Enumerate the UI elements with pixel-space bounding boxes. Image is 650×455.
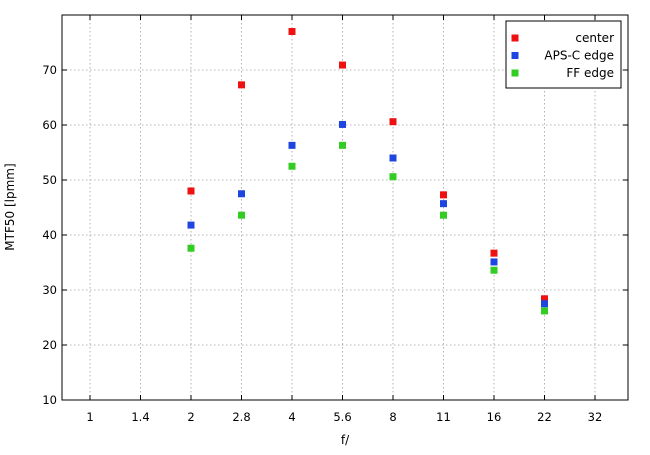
x-axis-title: f/ bbox=[341, 433, 350, 447]
x-tick-label: 5.6 bbox=[333, 410, 351, 424]
aps-c-edge-point bbox=[339, 120, 346, 128]
y-tick-label: 20 bbox=[42, 338, 57, 352]
x-tick-label: 4 bbox=[288, 410, 295, 424]
ff-edge-point bbox=[389, 173, 397, 181]
center-point bbox=[490, 249, 498, 257]
x-tick-label: 1.4 bbox=[131, 410, 149, 424]
legend-label-ff-edge: FF edge bbox=[566, 66, 614, 80]
center-point bbox=[339, 61, 346, 69]
aps-c-edge-point bbox=[541, 300, 548, 308]
y-tick-label: 10 bbox=[42, 393, 57, 407]
legend-swatch-ff-edge bbox=[511, 69, 519, 77]
aps-c-edge-point bbox=[238, 190, 245, 198]
ff-edge-point bbox=[440, 211, 447, 219]
ff-edge-point bbox=[187, 244, 195, 252]
x-tick-labels: 1 1.4 2 2.8 4 5.6 8 11 16 22 32 bbox=[86, 410, 602, 424]
center-point bbox=[187, 187, 195, 195]
x-tick-label: 8 bbox=[389, 410, 396, 424]
center-point bbox=[541, 295, 548, 303]
aps-c-edge-point bbox=[440, 200, 447, 208]
center-point bbox=[389, 118, 397, 126]
ff-edge-point bbox=[339, 141, 346, 149]
legend: center APS-C edge FF edge bbox=[505, 20, 622, 89]
x-tick-label: 16 bbox=[487, 410, 502, 424]
legend-box bbox=[505, 20, 622, 89]
ff-edge-point bbox=[288, 162, 296, 170]
center-point bbox=[238, 81, 245, 89]
aps-c-edge-point bbox=[187, 221, 195, 229]
x-tick-label: 2.8 bbox=[232, 410, 250, 424]
center-point bbox=[440, 191, 447, 199]
aps-c-edge-point bbox=[288, 141, 296, 149]
legend-label-aps-c-edge: APS-C edge bbox=[544, 49, 614, 63]
y-tick-label: 60 bbox=[42, 118, 57, 132]
y-tick-label: 50 bbox=[42, 173, 57, 187]
legend-swatch-center bbox=[511, 34, 519, 42]
aps-c-edge-point bbox=[490, 258, 498, 266]
y-axis-title: MTF50 [lpmm] bbox=[3, 163, 17, 250]
y-tick-label: 40 bbox=[42, 228, 57, 242]
x-tick-label: 22 bbox=[537, 410, 552, 424]
y-tick-labels: 10 20 30 40 50 60 70 bbox=[42, 63, 57, 407]
x-tick-label: 32 bbox=[588, 410, 603, 424]
x-tick-label: 11 bbox=[436, 410, 451, 424]
data-points bbox=[187, 28, 548, 315]
ff-edge-point bbox=[238, 211, 245, 219]
legend-label-center: center bbox=[575, 31, 614, 45]
legend-swatch-aps-c-edge bbox=[511, 52, 519, 59]
ff-edge-point bbox=[541, 307, 548, 315]
x-tick-label: 2 bbox=[187, 410, 194, 424]
y-tick-label: 70 bbox=[42, 63, 57, 77]
center-point bbox=[288, 28, 296, 35]
ff-edge-point bbox=[490, 266, 498, 274]
x-tick-label: 1 bbox=[86, 410, 93, 424]
y-tick-label: 30 bbox=[42, 283, 57, 297]
aps-c-edge-point bbox=[389, 154, 397, 162]
axis-ticks bbox=[62, 15, 628, 401]
